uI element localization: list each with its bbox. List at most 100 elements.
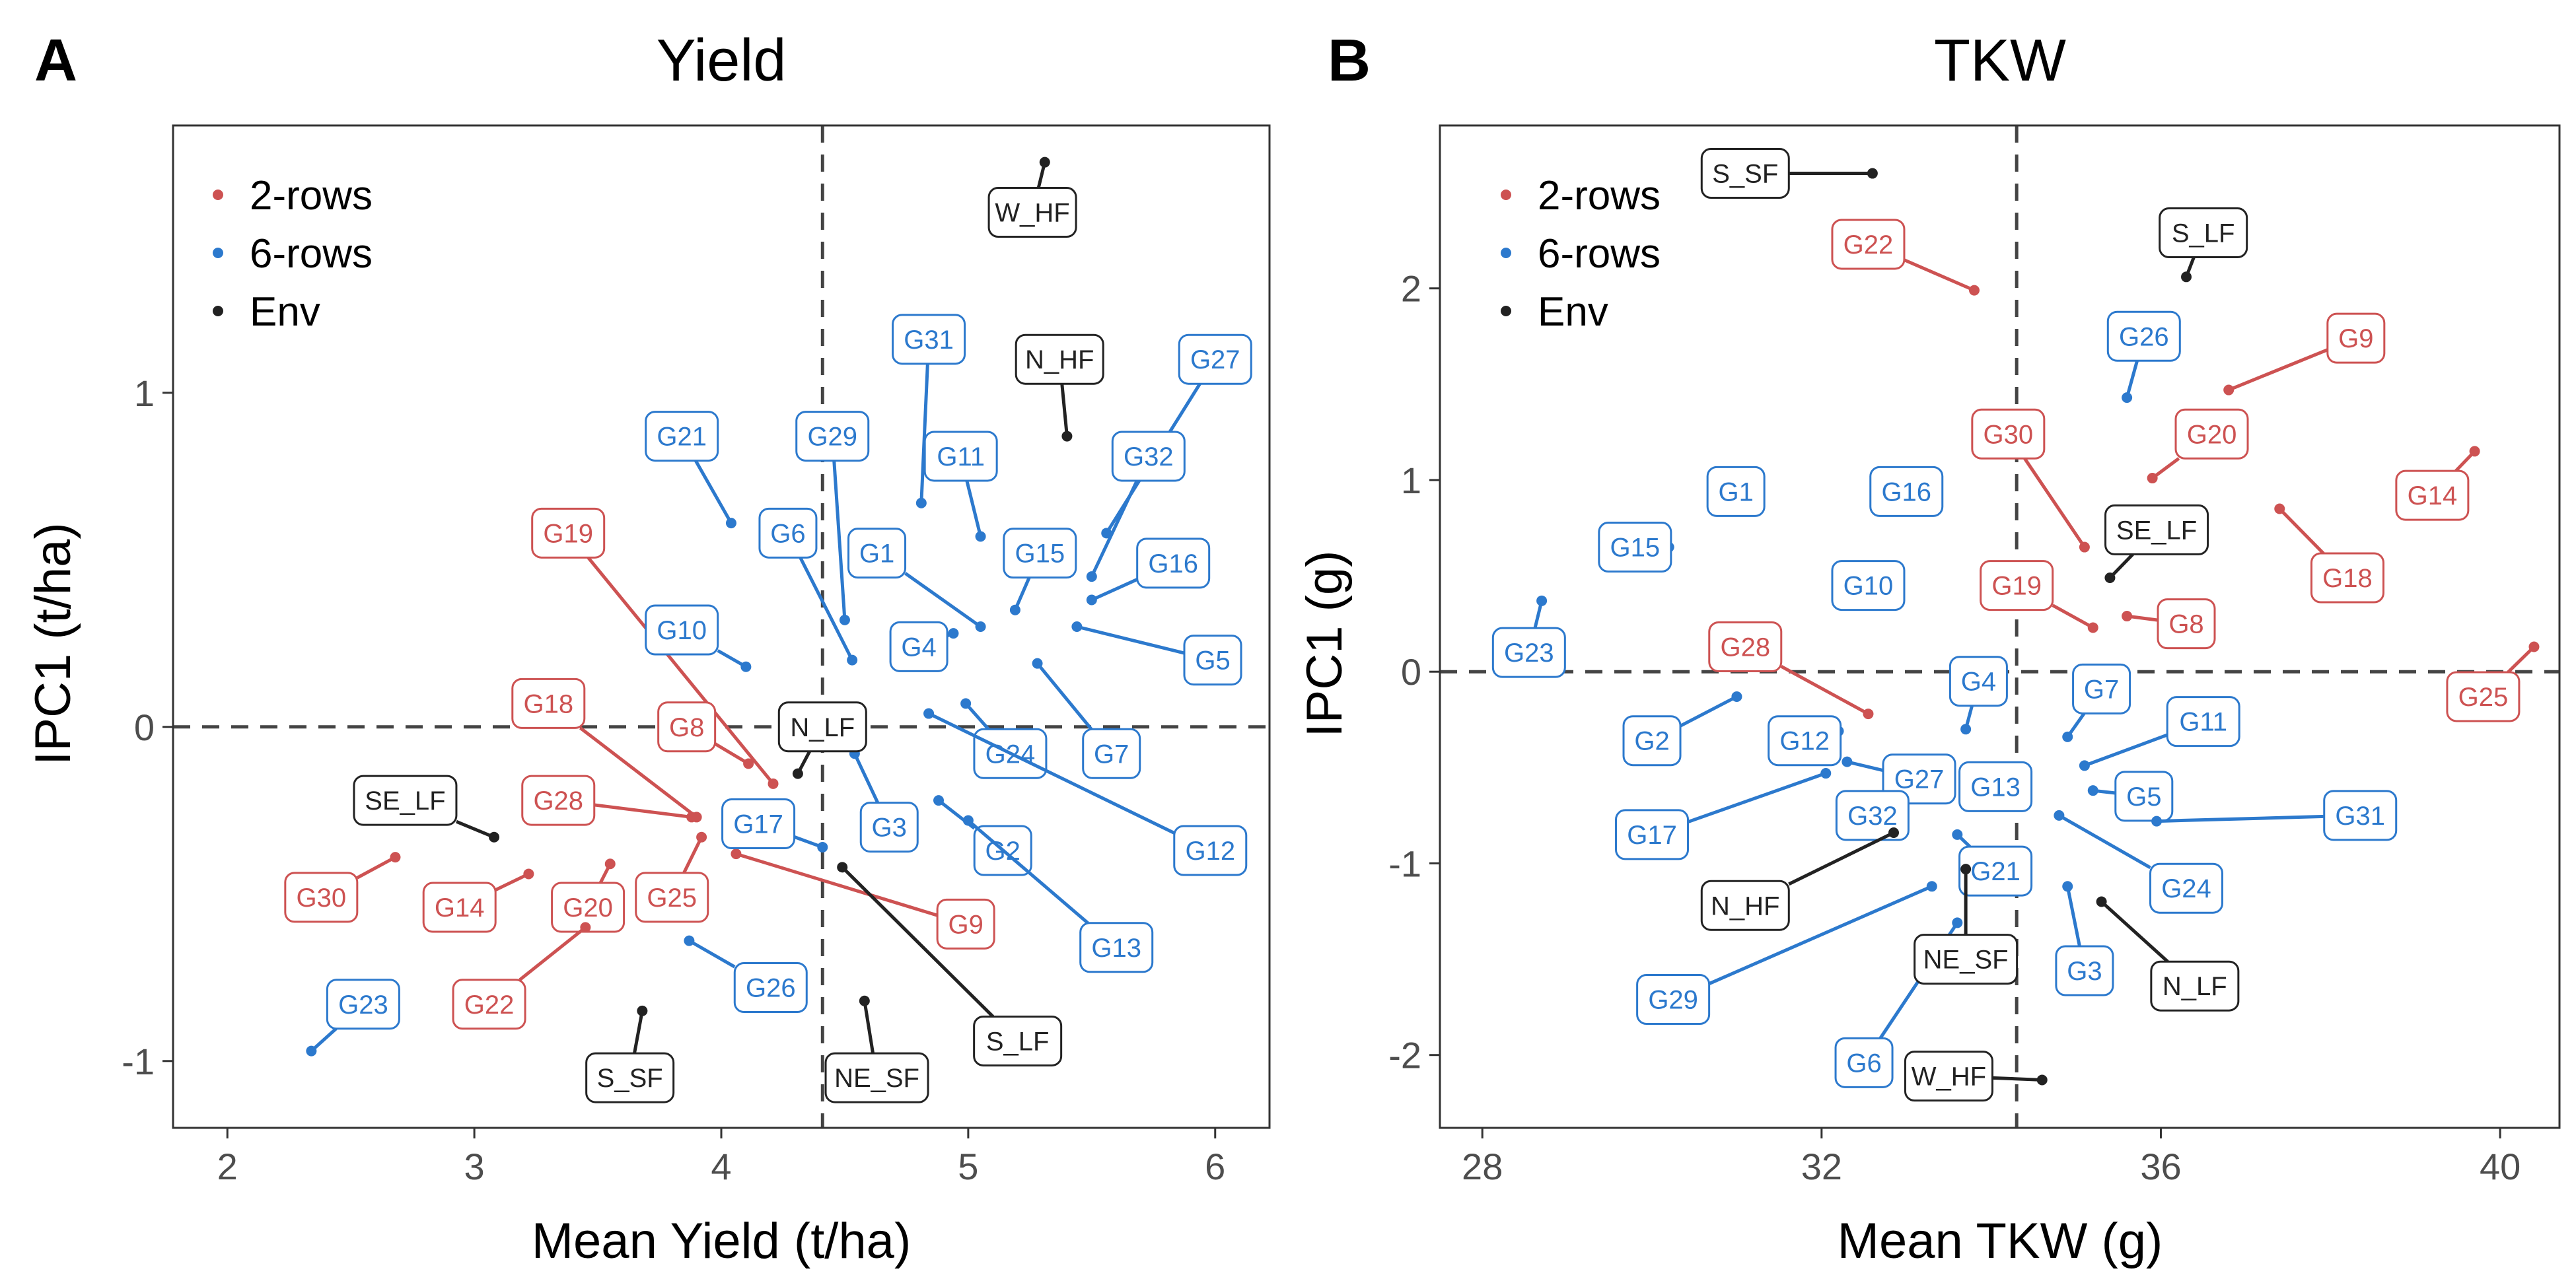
p0-point-g16 <box>1086 594 1097 606</box>
p1-point-g20 <box>2147 473 2158 484</box>
p1-connector-n_lf <box>2100 900 2169 963</box>
p0-legend-label-env: Env <box>250 289 320 335</box>
p0-point-g22 <box>580 922 591 933</box>
p1-point-g19 <box>2087 622 2098 633</box>
p0-connector-s_sf <box>633 1010 644 1054</box>
p0-connector-ne_sf <box>863 1000 875 1054</box>
p1-connector-n_hf <box>1788 831 1895 886</box>
p1-point-s_sf <box>1867 168 1878 179</box>
p1-label-n_hf: N_HF <box>1711 891 1779 921</box>
p1-label-box-g5 <box>2114 771 2174 822</box>
p1-point-g9 <box>2223 384 2235 396</box>
p1-connector-g20 <box>2151 457 2180 480</box>
p0-label-box-g32 <box>1111 431 1186 482</box>
p1-point-se_lf <box>2104 572 2116 583</box>
p1-label-box-g7 <box>2072 663 2131 714</box>
p0-label-box-g15 <box>1003 528 1077 579</box>
p1-connector-g27 <box>1846 760 1884 773</box>
p1-label-g8: G8 <box>2168 610 2203 639</box>
p1-point-g30 <box>2079 541 2090 553</box>
p1-point-g21 <box>1952 829 1963 840</box>
p1-label-box-g28 <box>1708 621 1783 672</box>
p0-x-tick-label: 5 <box>958 1146 978 1187</box>
p0-point-g1 <box>975 621 986 632</box>
p0-label-box-g13 <box>1079 922 1154 973</box>
p1-y-axis-title: IPC1 (g) <box>1297 551 1353 738</box>
p1-label-box-g23 <box>1491 627 1566 678</box>
p0-label-g22: G22 <box>464 991 515 1020</box>
p0-point-se_lf <box>489 831 500 843</box>
p0-connector-n_hf <box>1060 383 1069 436</box>
p0-label-box-g23 <box>326 979 400 1030</box>
p0-connector-g32 <box>1090 479 1139 578</box>
p1-panel-letter: B <box>1328 28 1371 94</box>
p0-connector-g19 <box>587 556 775 785</box>
p1-legend-key-env <box>1501 306 1511 316</box>
p1-label-g2: G2 <box>1634 727 1669 756</box>
p1-x-tick-label: 32 <box>1801 1146 1842 1187</box>
p0-point-g30 <box>390 852 401 863</box>
p1-label-g26: G26 <box>2119 322 2169 351</box>
p1-label-box-s_lf <box>2159 207 2248 259</box>
p0-connector-se_lf <box>455 819 495 839</box>
p1-y-tick-label: 1 <box>1401 460 1421 501</box>
p0-connector-g3 <box>853 753 880 804</box>
p1-connector-g29 <box>1708 884 1933 985</box>
p1-label-box-n_lf <box>2150 960 2240 1012</box>
p0-label-g21: G21 <box>657 423 707 452</box>
p1-label-box-g8 <box>2157 598 2216 650</box>
p1-connector-g11 <box>2084 733 2168 767</box>
p0-connector-g9 <box>735 852 938 917</box>
p1-label-g16: G16 <box>1881 477 1931 506</box>
p1-label-box-se_lf <box>2104 504 2209 555</box>
p0-label-g10: G10 <box>657 616 707 645</box>
p0-label-g19: G19 <box>543 519 593 548</box>
p0-point-g21 <box>725 518 736 529</box>
p1-y-tick-label: -2 <box>1388 1035 1421 1076</box>
p0-connector-g7 <box>1036 662 1093 730</box>
p1-label-g28: G28 <box>1720 633 1770 662</box>
p0-label-box-g18 <box>511 678 586 729</box>
p0-connector-g16 <box>1091 578 1138 602</box>
p1-connector-g19 <box>2052 604 2094 629</box>
p0-connector-g13 <box>967 819 1089 924</box>
p1-point-g5 <box>2087 785 2098 796</box>
p1-point-g2 <box>1731 691 1742 702</box>
p0-label-box-g11 <box>923 431 998 482</box>
p0-label-n_lf: N_LF <box>790 713 855 742</box>
p0-label-box-n_hf <box>1015 333 1104 385</box>
p1-connector-g2 <box>1679 695 1738 728</box>
p1-point-g23 <box>1536 595 1548 606</box>
p1-label-g11: G11 <box>2179 708 2227 737</box>
p1-connector-g26 <box>2125 360 2139 398</box>
p0-legend-key-6-rows <box>213 248 223 258</box>
p0-point-g7 <box>1032 658 1043 669</box>
p1-label-box-g6 <box>1834 1037 1894 1088</box>
p1-label-box-g22 <box>1831 219 1906 270</box>
p0-x-tick-label: 3 <box>464 1146 485 1187</box>
p0-connector-g28 <box>594 803 692 819</box>
p0-legend-key-env <box>213 306 223 316</box>
p0-label-box-n_lf <box>777 701 867 753</box>
p0-label-box-g9 <box>936 898 995 950</box>
p0-label-box-g14 <box>422 882 497 933</box>
p1-point-g29 <box>1926 881 1937 892</box>
p0-label-s_lf: S_LF <box>986 1027 1050 1056</box>
p0-legend-label-6-rows: 6-rows <box>250 231 373 277</box>
p0-label-box-ne_sf <box>824 1052 929 1103</box>
p1-label-g15: G15 <box>1610 534 1661 563</box>
p1-label-box-s_sf <box>1700 148 1790 199</box>
p1-point-n_lf <box>2096 896 2107 907</box>
p0-label-box-w_hf <box>987 187 1077 238</box>
p0-x-tick-label: 2 <box>217 1146 238 1187</box>
p0-label-g30: G30 <box>297 884 347 913</box>
p1-connector-g28 <box>1780 665 1869 716</box>
p1-label-box-g13 <box>1958 761 2033 812</box>
p0-point-g17 <box>817 841 828 852</box>
p0-x-axis-title: Mean Yield (t/ha) <box>532 1213 912 1269</box>
p0-label-n_hf: N_HF <box>1025 345 1094 374</box>
p0-connector-g5 <box>1076 625 1185 655</box>
p1-label-box-g25 <box>2446 671 2521 722</box>
p1-label-g27: G27 <box>1894 765 1945 794</box>
p1-x-axis-title: Mean TKW (g) <box>1838 1213 2163 1269</box>
